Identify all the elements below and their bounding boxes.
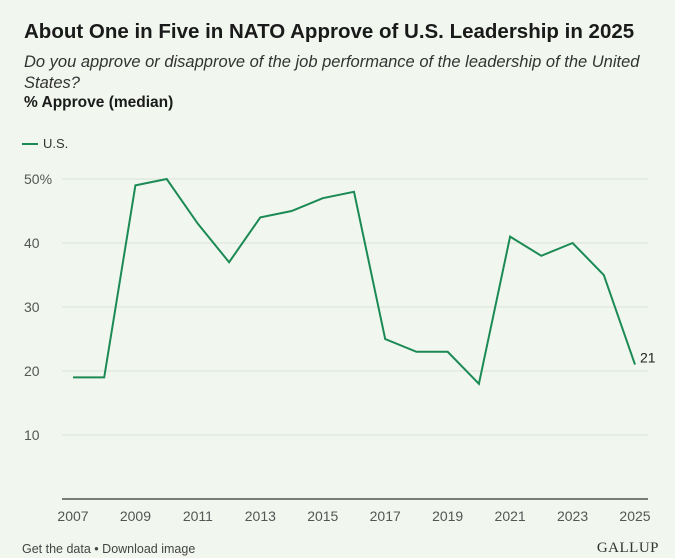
- x-tick-label: 2011: [183, 508, 213, 524]
- y-tick-label: 10: [24, 427, 40, 443]
- x-tick-label: 2023: [557, 508, 588, 524]
- get-data-link[interactable]: Get the data: [22, 542, 91, 556]
- y-tick-label: 50%: [24, 171, 52, 187]
- download-image-link[interactable]: Download image: [102, 542, 196, 556]
- measure-label: % Approve (median): [24, 94, 174, 111]
- legend-label-us: U.S.: [43, 136, 69, 151]
- y-tick-label: 40: [24, 235, 40, 251]
- y-tick-label: 20: [24, 363, 40, 379]
- x-axis-labels: 2007 2009 2011 2013 2015 2017 2019 2021 2023 2025: [57, 508, 650, 524]
- gallup-logo: GALLUP: [596, 540, 659, 556]
- end-value-label: 21: [640, 350, 656, 366]
- x-tick-label: 2019: [432, 508, 463, 524]
- legend-swatch: [22, 142, 38, 145]
- chart-subtitle: Do you approve or disapprove of the job …: [24, 53, 640, 92]
- footer-links: Get the data • Download image: [22, 542, 195, 556]
- legend: U.S.: [22, 136, 68, 151]
- x-tick-label: 2009: [120, 508, 151, 524]
- x-tick-label: 2021: [495, 508, 526, 524]
- x-tick-label: 2025: [619, 508, 650, 524]
- y-tick-label: 30: [24, 299, 40, 315]
- series-us: [72, 177, 636, 386]
- series-line: [73, 177, 636, 386]
- x-tick-label: 2007: [57, 508, 88, 524]
- x-tick-label: 2017: [370, 508, 401, 524]
- gridlines: [62, 178, 648, 436]
- footer-separator: •: [94, 542, 99, 556]
- x-tick-label: 2013: [245, 508, 276, 524]
- x-tick-label: 2015: [307, 508, 338, 524]
- chart-title: About One in Five in NATO Approve of U.S…: [24, 20, 635, 43]
- data-labels: 21: [640, 350, 656, 366]
- y-axis-labels: 10 20 30 40 50%: [24, 171, 52, 443]
